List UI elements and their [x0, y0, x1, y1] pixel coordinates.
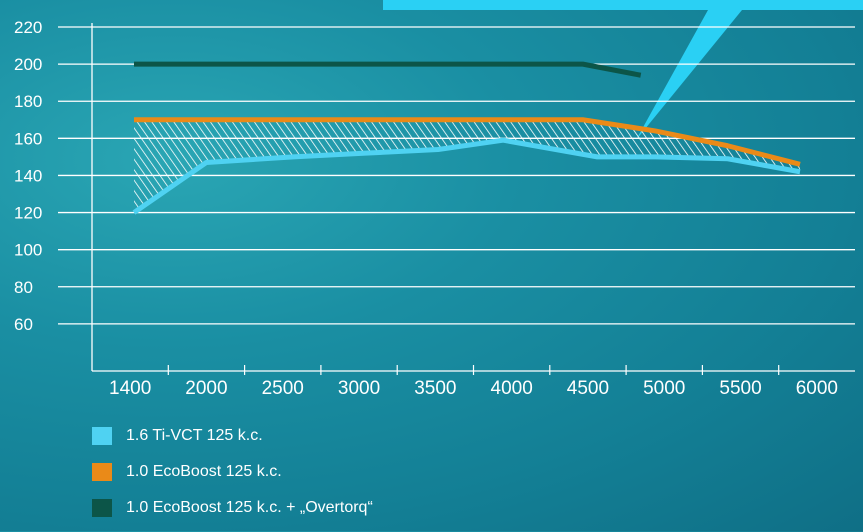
x-tick-labels: 1400 2000 2500 3000 3500 4000 4500 5000 5500 6000: [109, 378, 838, 399]
legend-swatch: [92, 463, 112, 481]
series-line-3: [134, 61, 642, 78]
x-tick-label: 5000: [643, 378, 685, 399]
legend-swatch: [92, 499, 112, 517]
torque-gain-hatch: [134, 119, 800, 213]
y-tick-labels: 220 200 180 160 140 120 100 80 60: [14, 18, 42, 334]
legend-item: 1.0 EcoBoost 125 k.c. + „Overtorq“: [92, 496, 373, 520]
y-tick-label: 100: [14, 241, 42, 260]
x-tick-label: 6000: [796, 378, 838, 399]
y-tick-label: 180: [14, 92, 42, 111]
legend-label: 1.6 Ti-VCT 125 k.c.: [126, 427, 263, 444]
x-tick-label: 4000: [491, 378, 533, 399]
x-tick-label: 4500: [567, 378, 609, 399]
x-tick-label: 5500: [719, 378, 761, 399]
x-tick-label: 1400: [109, 378, 151, 399]
series-layer: [132, 61, 801, 215]
series-line-2: [134, 117, 801, 167]
legend-item: 1.0 EcoBoost 125 k.c.: [92, 460, 373, 484]
y-tick-label: 80: [14, 278, 33, 297]
series-line-1: [132, 137, 801, 215]
x-tick-label: 2500: [262, 378, 304, 399]
legend-label: 1.0 EcoBoost 125 k.c. + „Overtorq“: [126, 499, 373, 516]
y-tick-label: 200: [14, 55, 42, 74]
x-tick-label: 3500: [414, 378, 456, 399]
grid-layer: [58, 23, 855, 375]
legend-label: 1.0 EcoBoost 125 k.c.: [126, 463, 282, 480]
hatch-region: [134, 119, 800, 213]
legend: 1.6 Ti-VCT 125 k.c. 1.0 EcoBoost 125 k.c…: [92, 424, 373, 532]
y-tick-label: 220: [14, 18, 42, 37]
x-tick-label: 3000: [338, 378, 380, 399]
legend-swatch: [92, 427, 112, 445]
y-tick-label: 140: [14, 166, 42, 185]
y-tick-label: 160: [14, 129, 42, 148]
x-tick-label: 2000: [185, 378, 227, 399]
y-tick-label: 120: [14, 204, 42, 223]
legend-item: 1.6 Ti-VCT 125 k.c.: [92, 424, 373, 448]
y-tick-label: 60: [14, 315, 33, 334]
